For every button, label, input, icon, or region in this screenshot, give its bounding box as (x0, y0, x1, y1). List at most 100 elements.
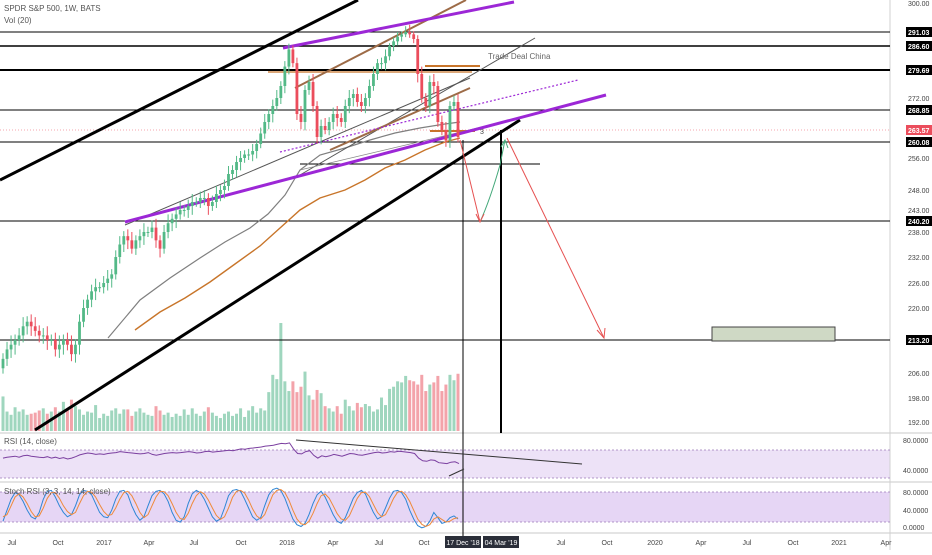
candle-body (335, 114, 339, 118)
gray-trend-mid[interactable] (124, 77, 471, 226)
arrow-head-3 (500, 138, 509, 149)
volume-bar (166, 412, 170, 431)
volume-bar (61, 401, 65, 431)
rsi-small-line[interactable] (448, 468, 465, 477)
candle-body (154, 227, 158, 241)
volume-bar (424, 391, 428, 431)
rsi-legend[interactable]: RSI (14, close) (4, 437, 57, 446)
candle-body (210, 202, 214, 206)
candle-body (106, 278, 110, 283)
candle-body (5, 349, 9, 359)
candle-body (21, 326, 25, 336)
price-level-value: 260.08 (908, 140, 930, 147)
target-zone-box[interactable] (711, 326, 836, 342)
volume-bar (367, 406, 371, 431)
volume-bar (210, 412, 214, 431)
candle-body (202, 198, 206, 199)
volume-bar (102, 413, 106, 431)
channel-upper-line[interactable] (0, 0, 359, 182)
price-level-tag (906, 27, 932, 37)
time-tick-label: Oct (236, 540, 247, 547)
candle-body (307, 82, 311, 90)
candle-body (327, 122, 331, 130)
candle-body (323, 126, 327, 130)
price-tick-label: 256.00 (908, 156, 930, 163)
candle-body (428, 82, 432, 106)
candle-body (420, 74, 424, 98)
candle-body (178, 210, 182, 215)
volume-bar (311, 399, 315, 431)
candle-body (456, 102, 460, 137)
symbol-legend[interactable]: SPDR S&P 500, 1W, BATS (4, 4, 101, 13)
projection-down-short[interactable] (459, 139, 481, 223)
candle-body (295, 63, 299, 114)
volume-bar (110, 410, 114, 431)
price-tick-label: 300.00 (908, 1, 930, 8)
time-tick-label: Oct (602, 540, 613, 547)
stoch-legend[interactable]: Stoch RSI (3, 3, 14, 14, close) (4, 487, 111, 496)
candle-body (158, 240, 162, 249)
volume-bar (371, 411, 375, 431)
time-tick-label: Jul (375, 540, 384, 547)
volume-bar (384, 405, 388, 431)
candle-body (190, 202, 194, 206)
time-tick-label: 2020 (647, 540, 663, 547)
candle-body (404, 32, 408, 35)
volume-bar (170, 416, 174, 431)
candle-body (1, 358, 5, 369)
candle-body (355, 94, 359, 102)
candle-body (247, 154, 251, 156)
wedge-upper-line[interactable] (282, 0, 515, 50)
candle-body (311, 82, 315, 106)
candle-body (448, 106, 452, 141)
arrow-head-2 (596, 327, 606, 340)
volume-legend[interactable]: Vol (20) (4, 16, 32, 25)
volume-bar (448, 374, 452, 431)
volume-bar (90, 412, 94, 431)
volume-bar (214, 415, 218, 431)
volume-bar (375, 409, 379, 431)
rsi-divergence-line[interactable] (295, 439, 583, 465)
volume-bar (126, 409, 130, 431)
trade-deal-annotation[interactable]: Trade Deal China (488, 52, 551, 61)
candle-body (279, 86, 283, 98)
gray-trend-upper[interactable] (299, 37, 536, 176)
volume-bar (239, 408, 243, 431)
candle-body (432, 82, 436, 86)
volume-bar (343, 399, 347, 431)
price-tick-label: 206.00 (908, 371, 930, 378)
volume-bar (73, 406, 77, 431)
volume-bar (78, 409, 82, 431)
time-tick-label: Apr (144, 540, 156, 547)
candle-body (194, 202, 198, 203)
volume-bar (1, 396, 5, 431)
projection-down-long[interactable] (506, 137, 605, 339)
time-axis[interactable]: Jul Oct 2017 Apr Jul Oct 2018 Apr Jul Oct Jul Oct 20… (8, 536, 893, 548)
brown-channel-lower[interactable] (329, 87, 471, 151)
volume-bar (53, 407, 57, 431)
arrow-head-1 (475, 213, 485, 224)
fib-marker-label: 3 (480, 129, 484, 136)
horizontal-levels[interactable] (0, 31, 890, 341)
price-level-value: 213.20 (908, 338, 930, 345)
brown-channel-upper[interactable] (294, 0, 467, 89)
volume-bar (25, 414, 29, 431)
candle-body (380, 63, 383, 65)
volume-bar (339, 413, 343, 431)
candle-body (424, 98, 428, 106)
time-tick-label: Jul (557, 540, 566, 547)
wedge-lower-line[interactable] (124, 93, 607, 224)
price-tick-label: 272.00 (908, 96, 930, 103)
volume-bar (416, 384, 420, 431)
time-tick-label: 2021 (831, 540, 847, 547)
price-tick-label: 220.00 (908, 306, 930, 313)
volume-bar (186, 414, 190, 431)
volume-bar (420, 374, 424, 431)
candle-body (219, 190, 222, 194)
candle-body (283, 66, 287, 86)
channel-lower-line[interactable] (34, 118, 521, 432)
wedge-dotted-line[interactable] (279, 79, 579, 153)
price-axis[interactable]: 300.00292.00286.00279.00272.00264.00256.… (908, 1, 930, 427)
